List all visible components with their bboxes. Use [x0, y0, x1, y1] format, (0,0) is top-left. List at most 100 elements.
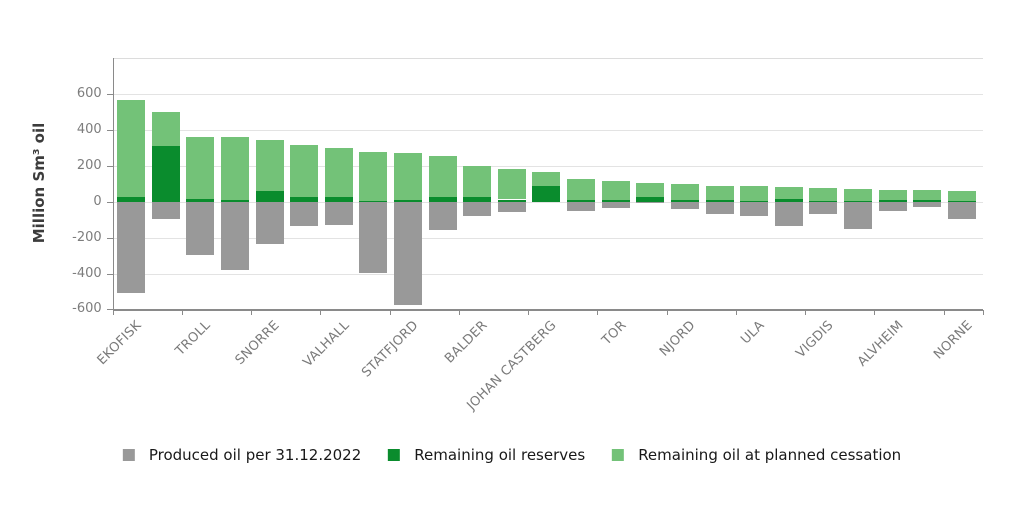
- bar-segment-produced: [601, 201, 630, 209]
- bar-segment-cessation: [705, 185, 734, 201]
- bar-segment-produced: [567, 201, 596, 211]
- bar-segment-cessation: [290, 144, 319, 198]
- x-tick: [251, 310, 253, 316]
- y-tick-label: -400: [72, 265, 102, 281]
- x-tick: [597, 310, 599, 316]
- y-gridline: [112, 129, 983, 131]
- bar-segment-produced: [878, 201, 907, 211]
- bar-segment-reserves: [670, 200, 699, 202]
- bar-segment-reserves: [290, 197, 319, 202]
- y-tick: [106, 237, 113, 239]
- y-gridline: [112, 237, 983, 239]
- bar-segment-reserves: [255, 191, 284, 202]
- bar-segment-reserves: [186, 199, 215, 202]
- bar-segment-reserves: [394, 199, 422, 202]
- y-gridline: [112, 165, 983, 167]
- y-tick-label: -600: [72, 301, 102, 317]
- bar-segment-produced: [670, 201, 699, 210]
- y-tick: [106, 129, 113, 131]
- x-tick: [874, 310, 876, 316]
- bar-segment-reserves: [913, 200, 942, 202]
- bar-segment-cessation: [117, 100, 145, 197]
- bar-segment-reserves: [359, 200, 388, 202]
- bar-segment-cessation: [913, 190, 942, 200]
- bar-segment-reserves: [463, 197, 492, 202]
- bar-segment-cessation: [878, 189, 907, 200]
- y-gridline: [112, 201, 983, 203]
- y-tick: [106, 309, 113, 311]
- y-tick-label: 600: [76, 85, 102, 101]
- bar-segment-cessation: [428, 155, 457, 198]
- y-axis-line: [112, 58, 114, 315]
- y-tick: [106, 273, 113, 275]
- bar-segment-produced: [774, 201, 803, 227]
- bar-segment-reserves: [220, 199, 249, 202]
- bar-segment-produced: [809, 201, 838, 215]
- y-gridline: [112, 58, 983, 59]
- x-tick: [735, 310, 737, 316]
- bar-segment-produced: [913, 201, 942, 207]
- x-tick: [943, 310, 945, 316]
- bar-segment-produced: [947, 201, 976, 220]
- bar-segment-reserves: [636, 197, 665, 202]
- legend-label-reserves: Remaining oil reserves: [414, 446, 586, 464]
- bar-segment-cessation: [220, 136, 249, 200]
- x-tick: [528, 310, 530, 316]
- bar-segment-cessation: [670, 183, 699, 201]
- x-axis-line: [112, 308, 983, 311]
- bar-segment-reserves: [497, 199, 526, 202]
- bar-segment-produced: [740, 201, 769, 217]
- x-tick-label: NORNE: [930, 318, 976, 363]
- x-tick: [983, 310, 984, 316]
- y-tick: [106, 201, 113, 203]
- bar-segment-cessation: [151, 111, 180, 146]
- bar-segment-reserves: [809, 200, 838, 202]
- y-tick-label: 200: [76, 157, 102, 173]
- bar-segment-reserves: [947, 201, 976, 203]
- bar-segment-cessation: [844, 188, 872, 201]
- bar-segment-cessation: [394, 152, 422, 200]
- bar-segment-produced: [705, 201, 734, 215]
- reserves-swatch-icon: [388, 449, 401, 461]
- bar-segment-cessation: [497, 169, 526, 200]
- bar-segment-reserves: [151, 145, 180, 202]
- bar-segment-produced: [497, 201, 526, 212]
- bar-segment-produced: [844, 201, 872, 229]
- bar-segment-cessation: [324, 148, 353, 197]
- bar-segment-produced: [290, 201, 319, 226]
- bar-segment-cessation: [636, 183, 665, 198]
- x-tick: [320, 310, 322, 316]
- bar-segment-cessation: [255, 140, 284, 192]
- bar-segment-reserves: [740, 200, 769, 202]
- bar-segment-cessation: [947, 191, 976, 202]
- bar-segment-cessation: [186, 137, 215, 200]
- x-tick: [458, 310, 460, 316]
- y-tick-label: 0: [93, 193, 102, 209]
- bar-segment-cessation: [809, 188, 838, 201]
- bar-segment-reserves: [532, 186, 561, 202]
- bar-segment-cessation: [532, 172, 561, 187]
- bar-segment-cessation: [359, 152, 388, 201]
- y-tick-label: 400: [76, 121, 102, 137]
- bar-segment-produced: [636, 201, 665, 203]
- legend-label-produced: Produced oil per 31.12.2022: [148, 446, 362, 464]
- bar-segment-cessation: [740, 186, 769, 201]
- x-tick: [389, 310, 391, 316]
- bar-segment-reserves: [428, 197, 457, 202]
- produced-swatch-icon: [122, 449, 135, 461]
- legend-item-produced: Produced oil per 31.12.2022: [122, 446, 362, 464]
- bar-segment-cessation: [567, 179, 596, 200]
- y-tick: [106, 93, 113, 95]
- x-tick: [112, 310, 114, 316]
- bar-segment-produced: [428, 201, 457, 231]
- bar-segment-cessation: [774, 186, 803, 200]
- bar-segment-produced: [117, 201, 145, 293]
- y-gridline: [112, 93, 983, 95]
- bar-segment-reserves: [774, 199, 803, 202]
- bar-segment-produced: [394, 201, 422, 306]
- bar-segment-produced: [186, 201, 215, 255]
- bar-segment-cessation: [463, 165, 492, 198]
- x-tick: [181, 310, 183, 316]
